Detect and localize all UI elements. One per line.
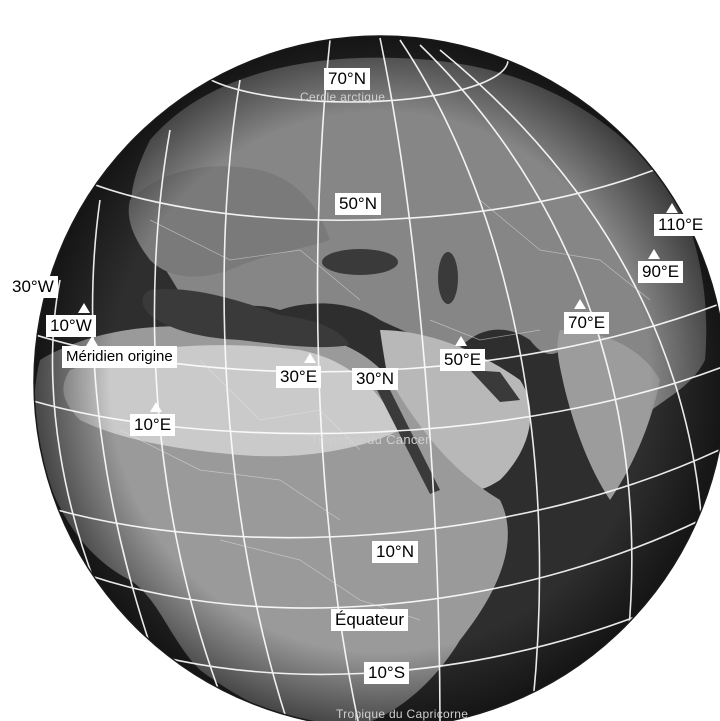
prime-meridian-label: Méridien origine <box>62 346 177 368</box>
lat-30n-label: 30°N <box>352 368 398 390</box>
lon-10w-marker <box>78 303 90 313</box>
meridian-10w <box>91 199 171 701</box>
lon-50e-marker <box>455 336 467 346</box>
meridian-70e <box>399 39 541 721</box>
meridian-10e <box>223 79 291 721</box>
prime-meridian-marker <box>86 336 98 346</box>
lon-10w-label: 10°W <box>46 315 96 337</box>
arctic-circle-text: Cercle arctique <box>300 90 386 104</box>
tropic-cancer-text: Tropique du Cancer <box>310 432 430 447</box>
lon-70e-marker <box>574 299 586 309</box>
parallel-tropic-cancer <box>34 359 720 435</box>
lat-10n-label: 10°N <box>372 541 418 563</box>
lon-90e-label: 90°E <box>638 261 684 283</box>
lon-30w-label: 30°W <box>8 276 58 298</box>
lat-50n-label: 50°N <box>335 193 381 215</box>
meridian-50e <box>379 37 441 721</box>
meridian-prime <box>153 129 231 721</box>
lat-10s-label: 10°S <box>364 662 410 684</box>
lon-110e-marker <box>666 203 678 213</box>
lon-90e-marker <box>648 249 660 259</box>
borders <box>119 199 651 621</box>
tropic-capricorn-text: Tropique du Capricorne <box>336 707 469 721</box>
lon-50e-label: 50°E <box>440 349 486 371</box>
lon-110e-label: 110°E <box>654 214 708 236</box>
equator-label: Équateur <box>331 609 408 631</box>
lon-10e-marker <box>150 402 162 412</box>
lon-70e-label: 70°E <box>564 312 610 334</box>
lon-30e-label: 30°E <box>276 366 322 388</box>
meridian-90e <box>419 44 633 701</box>
lon-30w-marker <box>36 263 48 273</box>
lat-70n-label: 70°N <box>324 68 370 90</box>
lon-10e-label: 10°E <box>130 414 176 436</box>
lon-30e-marker <box>304 353 316 363</box>
parallel-50n <box>59 149 701 221</box>
parallel-10n <box>39 439 720 539</box>
